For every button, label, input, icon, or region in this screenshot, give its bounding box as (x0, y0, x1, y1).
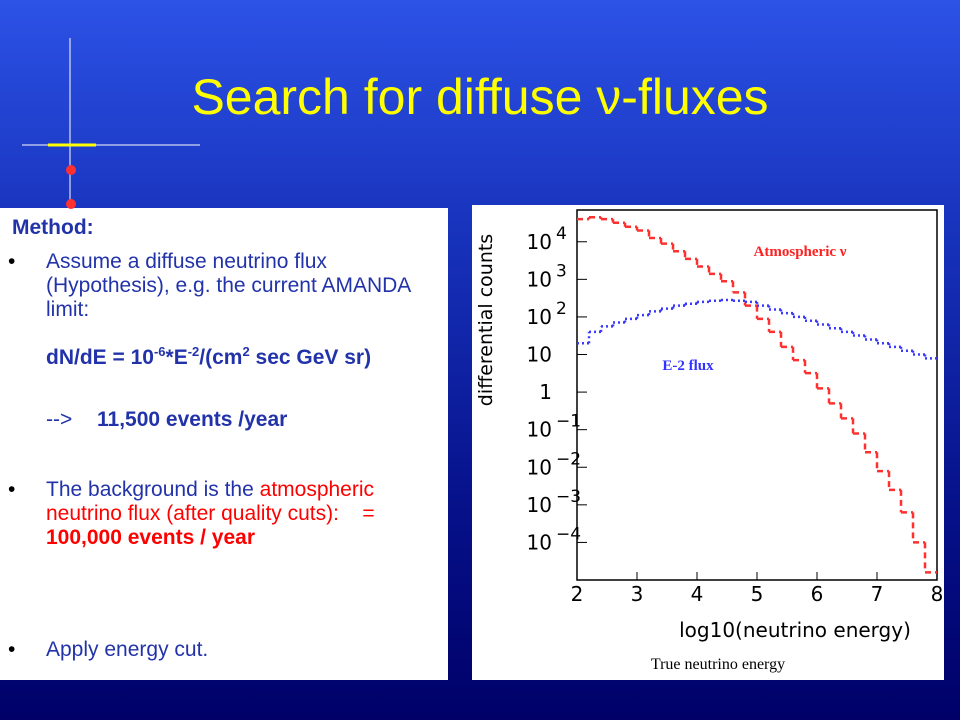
plot-frame (576, 209, 938, 581)
y-tick-label: 10 (527, 455, 552, 479)
formula: dN/dE = 10-6*E-2/(cm2 sec GeV sr) (46, 344, 426, 370)
x-tick-label: 5 (751, 582, 764, 606)
plain-text: The background is the (46, 478, 254, 501)
bullet-mark: • (8, 478, 16, 501)
y-tick-label: 10 (527, 230, 552, 254)
caption: True neutrino energy (651, 656, 785, 673)
x-tick-label: 6 (811, 582, 824, 606)
deco-dot (66, 199, 76, 209)
red-text: atmospheric neutrino flux (after quality… (46, 478, 375, 525)
red-text: = (362, 502, 375, 525)
y-tick-exponent: −2 (556, 449, 581, 469)
formula-part: /(cm (199, 346, 243, 369)
formula-part: sec GeV sr) (249, 346, 372, 369)
x-axis-label: log10(neutrino energy) (679, 618, 911, 642)
formula-sup: -6 (153, 344, 166, 359)
y-tick-exponent: 3 (556, 261, 567, 281)
x-tick-label: 3 (631, 582, 644, 606)
deco-dot (66, 165, 76, 175)
text-panel: Method: • Assume a diffuse neutrino flux… (0, 208, 448, 680)
annotation: E-2 flux (662, 358, 714, 374)
x-tick-label: 8 (931, 582, 944, 606)
title: Search for diffuse ν-fluxes (191, 69, 769, 125)
bullet-text: Assume a diffuse neutrino flux (Hypothes… (46, 250, 411, 321)
y-tick-exponent: 4 (556, 224, 567, 244)
arrow: --> (46, 408, 73, 431)
formula-sup: -2 (187, 344, 200, 359)
bullet-text: Apply energy cut. (46, 638, 209, 661)
y-tick-exponent: −3 (556, 487, 581, 507)
heading: Method: (12, 216, 94, 239)
y-tick-label: 10 (527, 418, 552, 442)
bullet-text: The background is the atmospheric neutri… (46, 478, 426, 550)
x-tick-label: 2 (571, 582, 584, 606)
formula-sup: 2 (242, 344, 250, 359)
chart-panel (472, 205, 944, 680)
x-tick-label: 7 (871, 582, 884, 606)
y-tick-label: 10 (527, 530, 552, 554)
events: 11,500 events /year (97, 408, 288, 431)
x-tick-label: 4 (691, 582, 704, 606)
formula-part: *E (165, 346, 188, 369)
y-tick-label: 10 (527, 267, 552, 291)
annotation: Atmospheric ν (754, 244, 847, 260)
bullet-mark: • (8, 250, 16, 273)
bold-text: 100,000 events / year (46, 526, 255, 549)
y-axis-label: differential counts (475, 234, 497, 406)
y-tick-label: 10 (527, 343, 552, 367)
y-tick-exponent: 2 (556, 299, 567, 319)
y-tick-exponent: −1 (556, 412, 581, 432)
formula-part: dN/dE = 10 (46, 346, 154, 369)
bullet-mark: • (8, 638, 16, 661)
y-tick-label: 10 (527, 305, 552, 329)
y-tick-label: 10 (527, 493, 552, 517)
y-tick-exponent: −4 (556, 524, 581, 544)
y-tick-label: 1 (539, 380, 552, 404)
